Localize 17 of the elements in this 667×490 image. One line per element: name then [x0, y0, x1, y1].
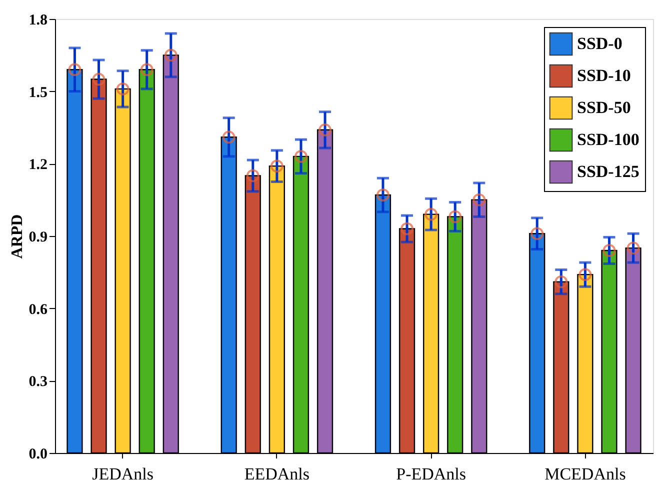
- x-tick-label: EEDAnls: [244, 464, 310, 484]
- x-tick-label: P-EDAnls: [396, 464, 466, 484]
- legend-label: SSD-100: [577, 130, 640, 149]
- legend-label: SSD-0: [577, 34, 622, 53]
- y-tick-label: 0.3: [28, 374, 48, 390]
- y-tick-label: 1.5: [28, 84, 48, 101]
- y-tick-label: 0.0: [28, 446, 48, 462]
- legend-label: SSD-125: [577, 162, 640, 181]
- y-tick-label: 0.6: [28, 302, 48, 318]
- y-tick-label: 1.2: [28, 157, 48, 174]
- legend-label: SSD-50: [577, 98, 631, 117]
- y-axis-title: ARPD: [8, 214, 26, 259]
- y-tick-label: 0.9: [28, 230, 48, 246]
- legend-label: SSD-10: [577, 66, 631, 85]
- y-tick-label: 1.8: [28, 12, 48, 28]
- x-tick-label: JEDAnls: [92, 464, 154, 484]
- x-tick-label: MCEDAnls: [544, 464, 626, 484]
